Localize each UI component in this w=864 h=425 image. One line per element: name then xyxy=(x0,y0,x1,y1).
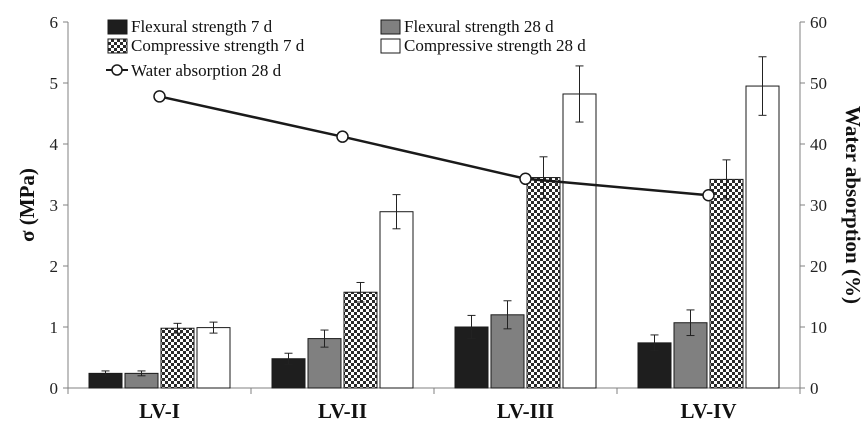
y-tick-label: 2 xyxy=(50,257,59,276)
water-absorption-point-lv-iv xyxy=(702,188,715,202)
bar-compressive-strength-28-d-lv-ii xyxy=(379,211,414,389)
bar-compressive-strength-7-d-lv-ii xyxy=(343,291,378,389)
water-absorption-line xyxy=(153,90,715,202)
x-tick-label: LV-IV xyxy=(680,399,736,423)
y-tick-label: 3 xyxy=(50,196,59,215)
y-tick-label: 1 xyxy=(50,318,59,337)
bar-compressive-strength-28-d-lv-iv xyxy=(745,85,780,389)
legend-swatch xyxy=(107,38,128,54)
y2-axis-title: Water absorption (%) xyxy=(841,106,864,304)
bars xyxy=(88,85,780,389)
water-absorption-point-lv-i xyxy=(153,90,166,103)
y2-tick-label: 50 xyxy=(810,74,827,93)
x-tick-label: LV-II xyxy=(318,399,367,423)
y-tick-label: 0 xyxy=(50,379,59,398)
y2-tick-label: 20 xyxy=(810,257,827,276)
legend-label: Compressive strength 7 d xyxy=(131,36,305,55)
y-tick-label: 5 xyxy=(50,74,59,93)
x-tick-label: LV-I xyxy=(139,399,180,423)
water-absorption-point-lv-iii xyxy=(519,172,532,186)
bar-compressive-strength-7-d-lv-i xyxy=(160,327,195,389)
y-axis-title: σ (MPa) xyxy=(15,168,39,242)
legend-label: Water absorption 28 d xyxy=(131,61,282,80)
bar-compressive-strength-28-d-lv-iii xyxy=(562,93,597,389)
y-tick-label: 6 xyxy=(50,13,59,32)
x-tick-label: LV-III xyxy=(497,399,554,423)
legend-label: Compressive strength 28 d xyxy=(404,36,586,55)
legend-swatch xyxy=(380,38,401,54)
bar-compressive-strength-7-d-lv-iii xyxy=(526,177,561,389)
legend-label: Flexural strength 28 d xyxy=(404,17,554,36)
y2-tick-label: 60 xyxy=(810,13,827,32)
legend-swatch xyxy=(380,19,401,35)
legend-label: Flexural strength 7 d xyxy=(131,17,273,36)
bar-compressive-strength-7-d-lv-iv xyxy=(709,178,744,389)
error-bars xyxy=(101,56,767,377)
legend-swatch xyxy=(107,19,128,35)
y2-tick-label: 30 xyxy=(810,196,827,215)
legend-marker xyxy=(111,64,123,76)
y2-tick-label: 0 xyxy=(810,379,819,398)
y2-tick-label: 10 xyxy=(810,318,827,337)
y2-tick-label: 40 xyxy=(810,135,827,154)
legend: Flexural strength 7 d Flexural strength 2… xyxy=(106,17,586,80)
bar-compressive-strength-28-d-lv-i xyxy=(196,327,231,389)
water-absorption-polyline xyxy=(159,95,709,197)
water-absorption-point-lv-ii xyxy=(336,130,349,143)
y-tick-label: 4 xyxy=(50,135,59,154)
